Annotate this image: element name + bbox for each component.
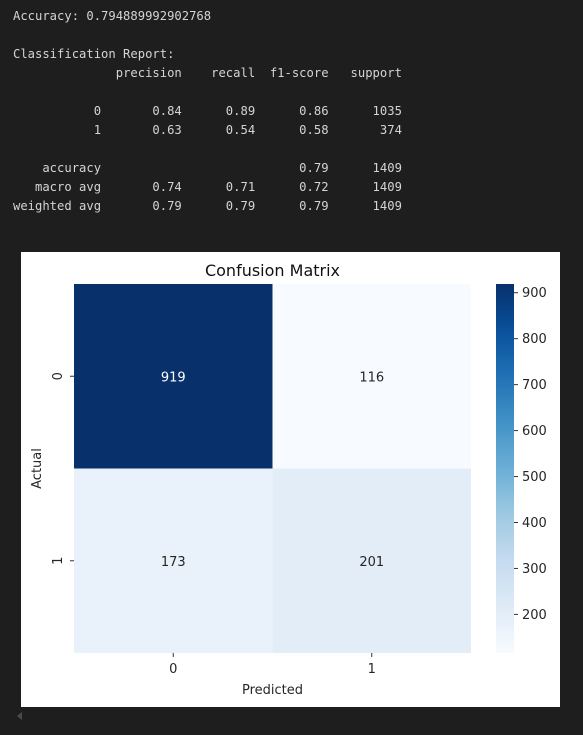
x-tick-label: 0 <box>169 662 177 677</box>
cell-output-text: Accuracy: 0.794889992902768 Classificati… <box>13 7 402 216</box>
report-header-cell: support <box>329 66 402 80</box>
chart-title: Confusion Matrix <box>205 261 340 280</box>
report-row-label: weighted avg <box>13 199 101 213</box>
report-cell: 0.54 <box>182 123 255 137</box>
colorbar-tick-label: 800 <box>522 332 547 347</box>
report-cell: 1409 <box>329 180 402 194</box>
heatmap-cell-label: 201 <box>359 555 384 570</box>
report-row-label: accuracy <box>13 161 101 175</box>
report-cell: 0.74 <box>101 180 182 194</box>
report-block: Classification Report: precision recall … <box>13 47 402 213</box>
colorbar-tick-label: 400 <box>522 516 547 531</box>
report-cell: 0.84 <box>101 104 182 118</box>
scroll-left-icon[interactable] <box>17 712 22 720</box>
report-cell: 1409 <box>329 199 402 213</box>
heatmap-cell-label: 173 <box>161 555 186 570</box>
colorbar-tick-label: 900 <box>522 286 547 301</box>
colorbar-tick-label: 600 <box>522 424 547 439</box>
report-row-label: 0 <box>13 104 101 118</box>
report-cell: 374 <box>329 123 402 137</box>
report-cell: 0.58 <box>255 123 328 137</box>
heatmap-cell-label: 919 <box>161 370 186 385</box>
report-header-cell: precision <box>101 66 182 80</box>
report-cell: 1409 <box>329 161 402 175</box>
colorbar <box>496 284 514 653</box>
report-header-cell: recall <box>182 66 255 80</box>
report-cell: 0.71 <box>182 180 255 194</box>
y-tick-label: 0 <box>51 372 66 380</box>
report-cell <box>101 161 182 175</box>
report-row-label: macro avg <box>13 180 101 194</box>
report-cell: 0.79 <box>255 161 328 175</box>
x-axis-label: Predicted <box>242 683 303 698</box>
report-row-label: 1 <box>13 123 101 137</box>
y-axis-label: Actual <box>30 448 45 489</box>
colorbar-tick-label: 500 <box>522 470 547 485</box>
report-cell: 0.63 <box>101 123 182 137</box>
colorbar-tick-label: 200 <box>522 608 547 623</box>
colorbar-tick-label: 700 <box>522 378 547 393</box>
heatmap-cell-label: 116 <box>359 370 384 385</box>
report-header-cell: f1-score <box>255 66 328 80</box>
report-cell: 0.79 <box>182 199 255 213</box>
report-cell: 0.86 <box>255 104 328 118</box>
report-title: Classification Report: <box>13 47 174 61</box>
colorbar-tick-label: 300 <box>522 562 547 577</box>
report-cell: 0.79 <box>255 199 328 213</box>
report-cell: 1035 <box>329 104 402 118</box>
report-cell: 0.72 <box>255 180 328 194</box>
y-tick-label: 1 <box>51 557 66 565</box>
confusion-matrix-chart: Confusion Matrix 919 116 173 201 0 1 Predicted 0… <box>21 252 560 707</box>
accuracy-line: Accuracy: 0.794889992902768 <box>13 9 211 23</box>
x-tick-label: 1 <box>368 662 376 677</box>
report-cell <box>182 161 255 175</box>
report-cell: 0.79 <box>101 199 182 213</box>
confusion-matrix-figure: Confusion Matrix 919 116 173 201 0 1 Predicted 0… <box>21 252 560 707</box>
report-cell: 0.89 <box>182 104 255 118</box>
